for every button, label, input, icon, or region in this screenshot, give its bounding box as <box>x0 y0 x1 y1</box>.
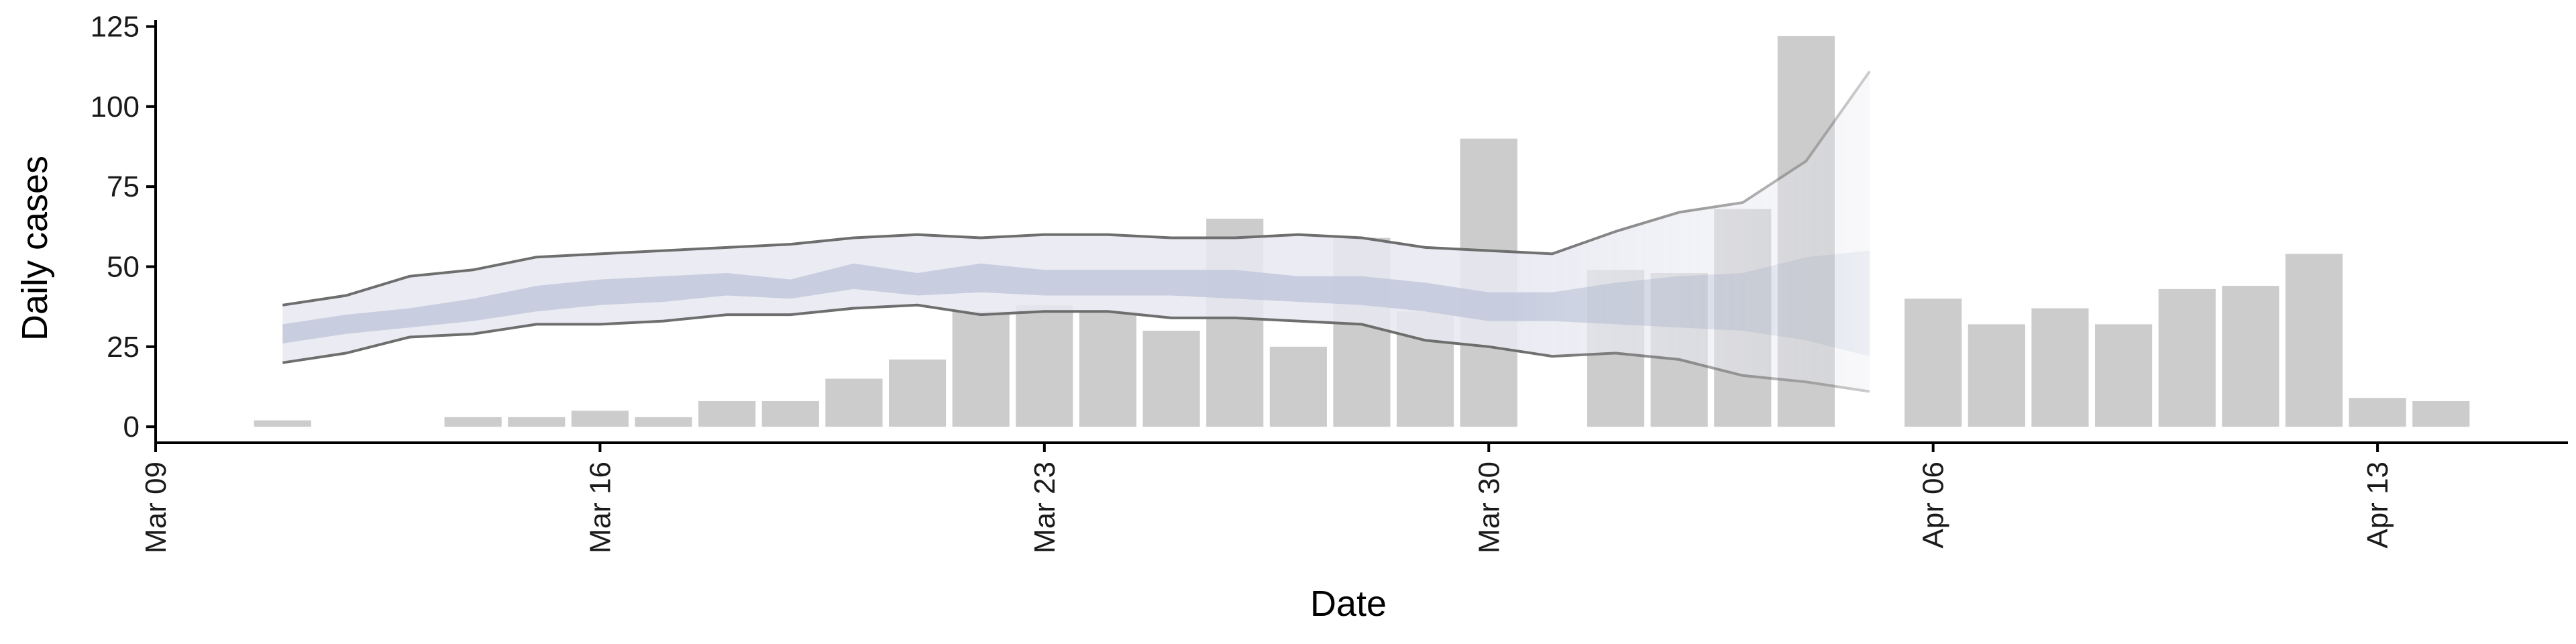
x-axis-title: Date <box>1310 584 1387 624</box>
x-tick-label-4: Apr 06 <box>1917 462 1950 549</box>
bar-3 <box>571 411 629 427</box>
bar-23 <box>1968 324 2025 427</box>
y-axis-title: Daily cases <box>15 156 55 341</box>
bar-26 <box>2158 288 2216 427</box>
y-tick-label-0: 0 <box>123 411 140 443</box>
x-tick-label-2: Mar 23 <box>1028 462 1061 553</box>
y-tick-label-125: 125 <box>91 11 140 44</box>
bar-25 <box>2094 324 2153 427</box>
bar-2 <box>508 417 566 427</box>
bar-6 <box>761 400 819 427</box>
y-tick-label-100: 100 <box>91 91 140 123</box>
bar-10 <box>1016 305 1073 427</box>
bar-9 <box>952 311 1010 427</box>
bar-12 <box>1142 330 1200 427</box>
bar-29 <box>2349 398 2406 427</box>
x-tick-label-0: Mar 09 <box>140 462 172 553</box>
bar-27 <box>2222 286 2279 427</box>
y-tick-label-25: 25 <box>107 331 140 364</box>
bar-5 <box>698 400 756 427</box>
x-tick-label-5: Apr 13 <box>2361 462 2394 549</box>
y-tick-label-50: 50 <box>107 251 140 284</box>
bar-1 <box>444 417 502 427</box>
bar-22 <box>1904 299 1962 427</box>
bar-4 <box>635 417 692 427</box>
plot-area: 0 25 50 75 100 125 Mar 09 Mar 16 Mar 23 Mar 30 Apr… <box>91 11 2568 553</box>
upper-90-line <box>282 70 1871 307</box>
x-tick-label-3: Mar 30 <box>1472 462 1505 553</box>
bar-28 <box>2285 254 2343 427</box>
bar-30 <box>2412 400 2470 427</box>
x-tick-label-1: Mar 16 <box>584 462 616 553</box>
bar-24 <box>2031 308 2089 427</box>
lower-90-line <box>282 303 1870 393</box>
bar-11 <box>1079 311 1137 427</box>
y-tick-label-75: 75 <box>107 170 140 203</box>
bar-7 <box>825 378 883 427</box>
bar-0 <box>254 420 311 427</box>
bar-8 <box>888 359 947 427</box>
estimate-bands <box>282 70 1871 393</box>
band-50 <box>282 250 1870 357</box>
bar-14 <box>1269 346 1327 427</box>
band-90 <box>282 71 1870 392</box>
